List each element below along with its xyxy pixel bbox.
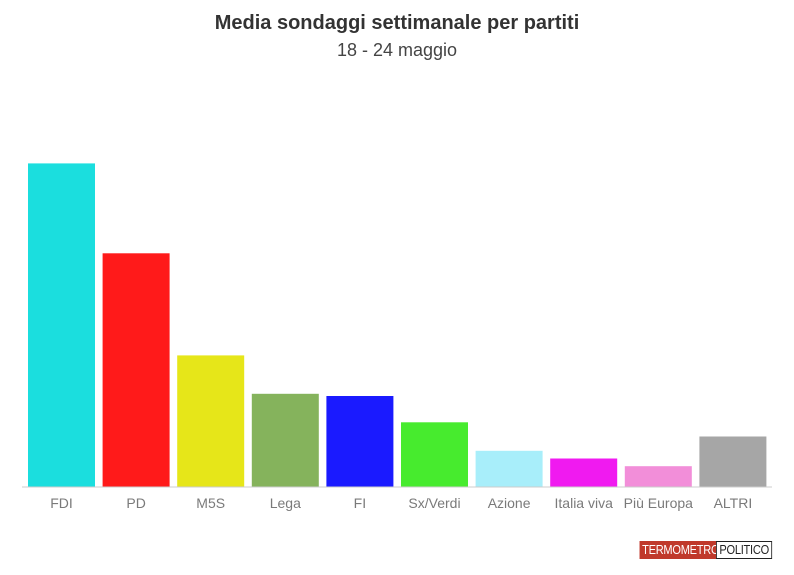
x-tick-label: Lega bbox=[270, 495, 301, 511]
bars-group bbox=[28, 163, 767, 487]
bar-azione bbox=[475, 450, 543, 487]
x-tick-label: PD bbox=[126, 495, 145, 511]
bar-lega bbox=[251, 393, 319, 487]
chart-subtitle: 18 - 24 maggio bbox=[336, 40, 458, 60]
x-tick-label: Italia viva bbox=[555, 495, 614, 511]
bar-pd bbox=[102, 253, 170, 487]
x-tick-label: Sx/Verdi bbox=[408, 495, 460, 511]
bar-pi-europa bbox=[624, 466, 692, 487]
logo-text-left: TERMOMETRO bbox=[639, 541, 722, 559]
x-tick-label: Più Europa bbox=[624, 495, 693, 511]
bar-fi bbox=[326, 396, 394, 487]
bar-sx-verdi bbox=[401, 422, 468, 487]
bar-altri bbox=[699, 436, 767, 487]
bar-italia-viva bbox=[550, 458, 618, 487]
x-tick-label: Azione bbox=[488, 495, 531, 511]
bar-m5s bbox=[177, 355, 245, 487]
x-tick-label: M5S bbox=[196, 495, 225, 511]
x-tick-label: FDI bbox=[50, 495, 73, 511]
termometro-politico-logo: TERMOMETRO POLITICO bbox=[625, 541, 782, 559]
x-tick-labels: FDI PD M5S Lega FI Sx/Verdi Azione Italia viva P… bbox=[50, 495, 752, 511]
logo-text-right: POLITICO bbox=[715, 541, 773, 559]
x-tick-label: FI bbox=[354, 495, 366, 511]
chart-title: Media sondaggi settimanale per partiti bbox=[214, 12, 580, 34]
bar-fdi bbox=[28, 163, 95, 487]
x-tick-label: ALTRI bbox=[714, 495, 753, 511]
